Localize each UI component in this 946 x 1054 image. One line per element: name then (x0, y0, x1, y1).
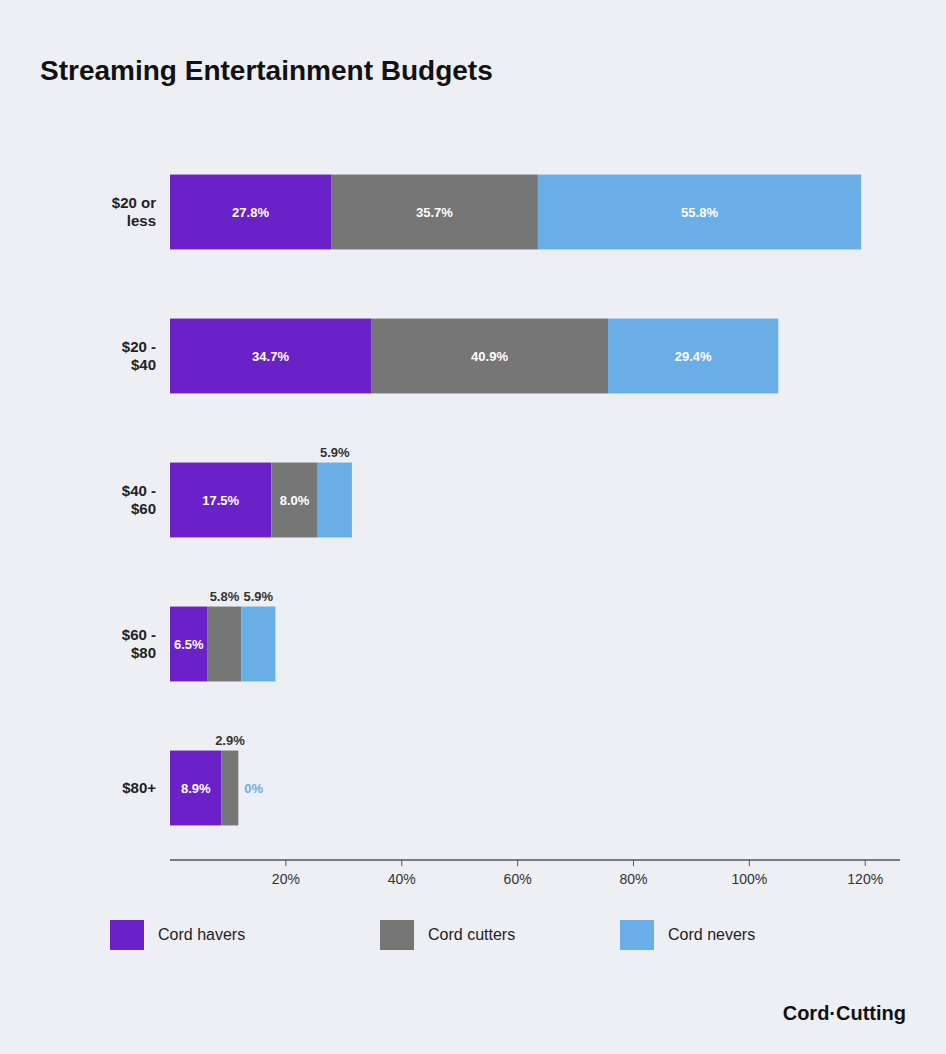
x-tick-label: 60% (504, 871, 532, 887)
bar-segment (608, 319, 778, 394)
category-label: $80+ (122, 779, 156, 796)
data-labels: 27.8% 35.7% 55.8% 34.7% 40.9% 29.4% 17.5% 8.0% 5… (174, 205, 718, 796)
x-tick (865, 860, 866, 866)
chart: Streaming Entertainment Budgets 27.8% 35.7… (0, 0, 946, 1054)
data-label: 35.7% (416, 205, 453, 220)
title: Streaming Entertainment Budgets (40, 55, 493, 86)
legend-swatch (110, 920, 144, 950)
data-label: 27.8% (232, 205, 269, 220)
category-label: $20 orless (112, 194, 156, 229)
category-label-line: $20 - (122, 338, 156, 355)
data-label: 17.5% (202, 493, 239, 508)
data-label: 5.8% (210, 589, 240, 604)
category-label-line: $80+ (122, 779, 156, 796)
category-label-line: $40 (131, 356, 156, 373)
bar-segment (318, 463, 352, 538)
x-tick (749, 860, 750, 866)
data-label: 5.9% (320, 445, 350, 460)
category-label-line: $20 or (112, 194, 156, 211)
data-label: 8.0% (280, 493, 310, 508)
bar-segment (538, 175, 861, 250)
bars (170, 175, 861, 826)
bar-segment (170, 319, 371, 394)
x-tick-label: 80% (619, 871, 647, 887)
data-label: 29.4% (675, 349, 712, 364)
legend-swatch (620, 920, 654, 950)
category-label: $40 -$60 (122, 482, 156, 517)
bar-segment (331, 175, 538, 250)
bar-segment (371, 319, 608, 394)
data-label: 6.5% (174, 637, 204, 652)
category-label: $20 -$40 (122, 338, 156, 373)
bar-segment (208, 607, 242, 682)
data-label: 40.9% (471, 349, 508, 364)
category-label-line: $80 (131, 644, 156, 661)
legend-label: Cord cutters (428, 926, 515, 943)
legend-label: Cord nevers (668, 926, 755, 943)
category-label: $60 -$80 (122, 626, 156, 661)
bar-segment (222, 751, 239, 826)
bar-segment (170, 607, 208, 682)
x-tick-label: 120% (847, 871, 883, 887)
x-axis-line (170, 859, 900, 861)
x-axis: 20% 40% 60% 80% 100% 120% (170, 860, 900, 887)
legend-label: Cord havers (158, 926, 245, 943)
data-label: 8.9% (181, 781, 211, 796)
data-label: 34.7% (252, 349, 289, 364)
x-tick-label: 100% (731, 871, 767, 887)
bar-segment (271, 463, 317, 538)
bar-segment (238, 751, 239, 826)
legend: Cord havers Cord cutters Cord nevers (110, 920, 755, 950)
data-label: 2.9% (215, 733, 245, 748)
data-label: 55.8% (681, 205, 718, 220)
x-tick (401, 860, 402, 866)
bar-segment (170, 751, 222, 826)
category-label-line: less (127, 212, 156, 229)
x-tick-label: 20% (272, 871, 300, 887)
legend-swatch (380, 920, 414, 950)
x-tick-label: 40% (388, 871, 416, 887)
background (0, 0, 946, 1054)
bar-segment (170, 463, 271, 538)
x-tick (285, 860, 286, 866)
category-label-line: $60 (131, 500, 156, 517)
data-label: 5.9% (244, 589, 274, 604)
category-label-line: $40 - (122, 482, 156, 499)
bar-segment (241, 607, 275, 682)
data-label: 0% (244, 781, 263, 796)
category-label-line: $60 - (122, 626, 156, 643)
bar-segment (170, 175, 331, 250)
annotation: Cord·Cutting (783, 1002, 906, 1024)
x-tick (633, 860, 634, 866)
x-tick (517, 860, 518, 866)
